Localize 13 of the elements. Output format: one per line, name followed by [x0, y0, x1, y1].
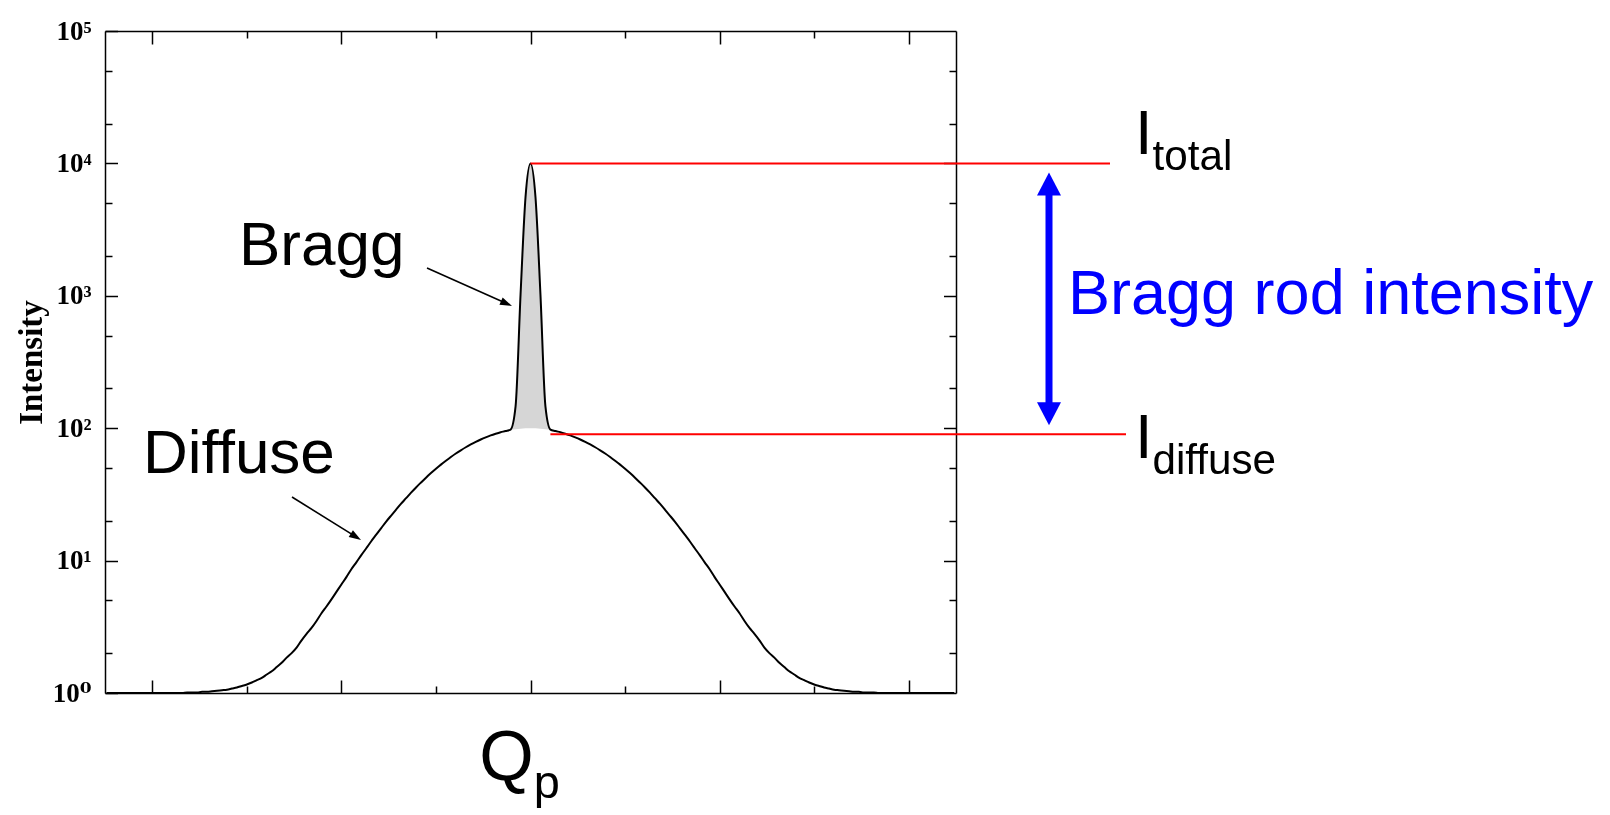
annotation: Diffuse: [143, 417, 335, 486]
y-tick-label: 10⁴: [56, 147, 92, 178]
y-tick-label: 10²: [56, 412, 92, 443]
y-tick-label: 10⁰: [52, 677, 92, 708]
text: Bragg rod intensity: [1068, 257, 1594, 327]
y-tick-label: 10³: [56, 280, 92, 311]
ref-line-label: I$_{total}$: [1135, 96, 1233, 179]
y-tick-label: 10⁵: [56, 15, 92, 46]
y-axis-title: Intensity: [12, 299, 49, 425]
annotation: Bragg: [239, 209, 405, 278]
y-tick-label: 10¹: [56, 545, 92, 576]
x-axis-title: Q$_{p}$: [479, 717, 560, 808]
ref-line-label: I$_{diffuse}$: [1135, 401, 1277, 484]
